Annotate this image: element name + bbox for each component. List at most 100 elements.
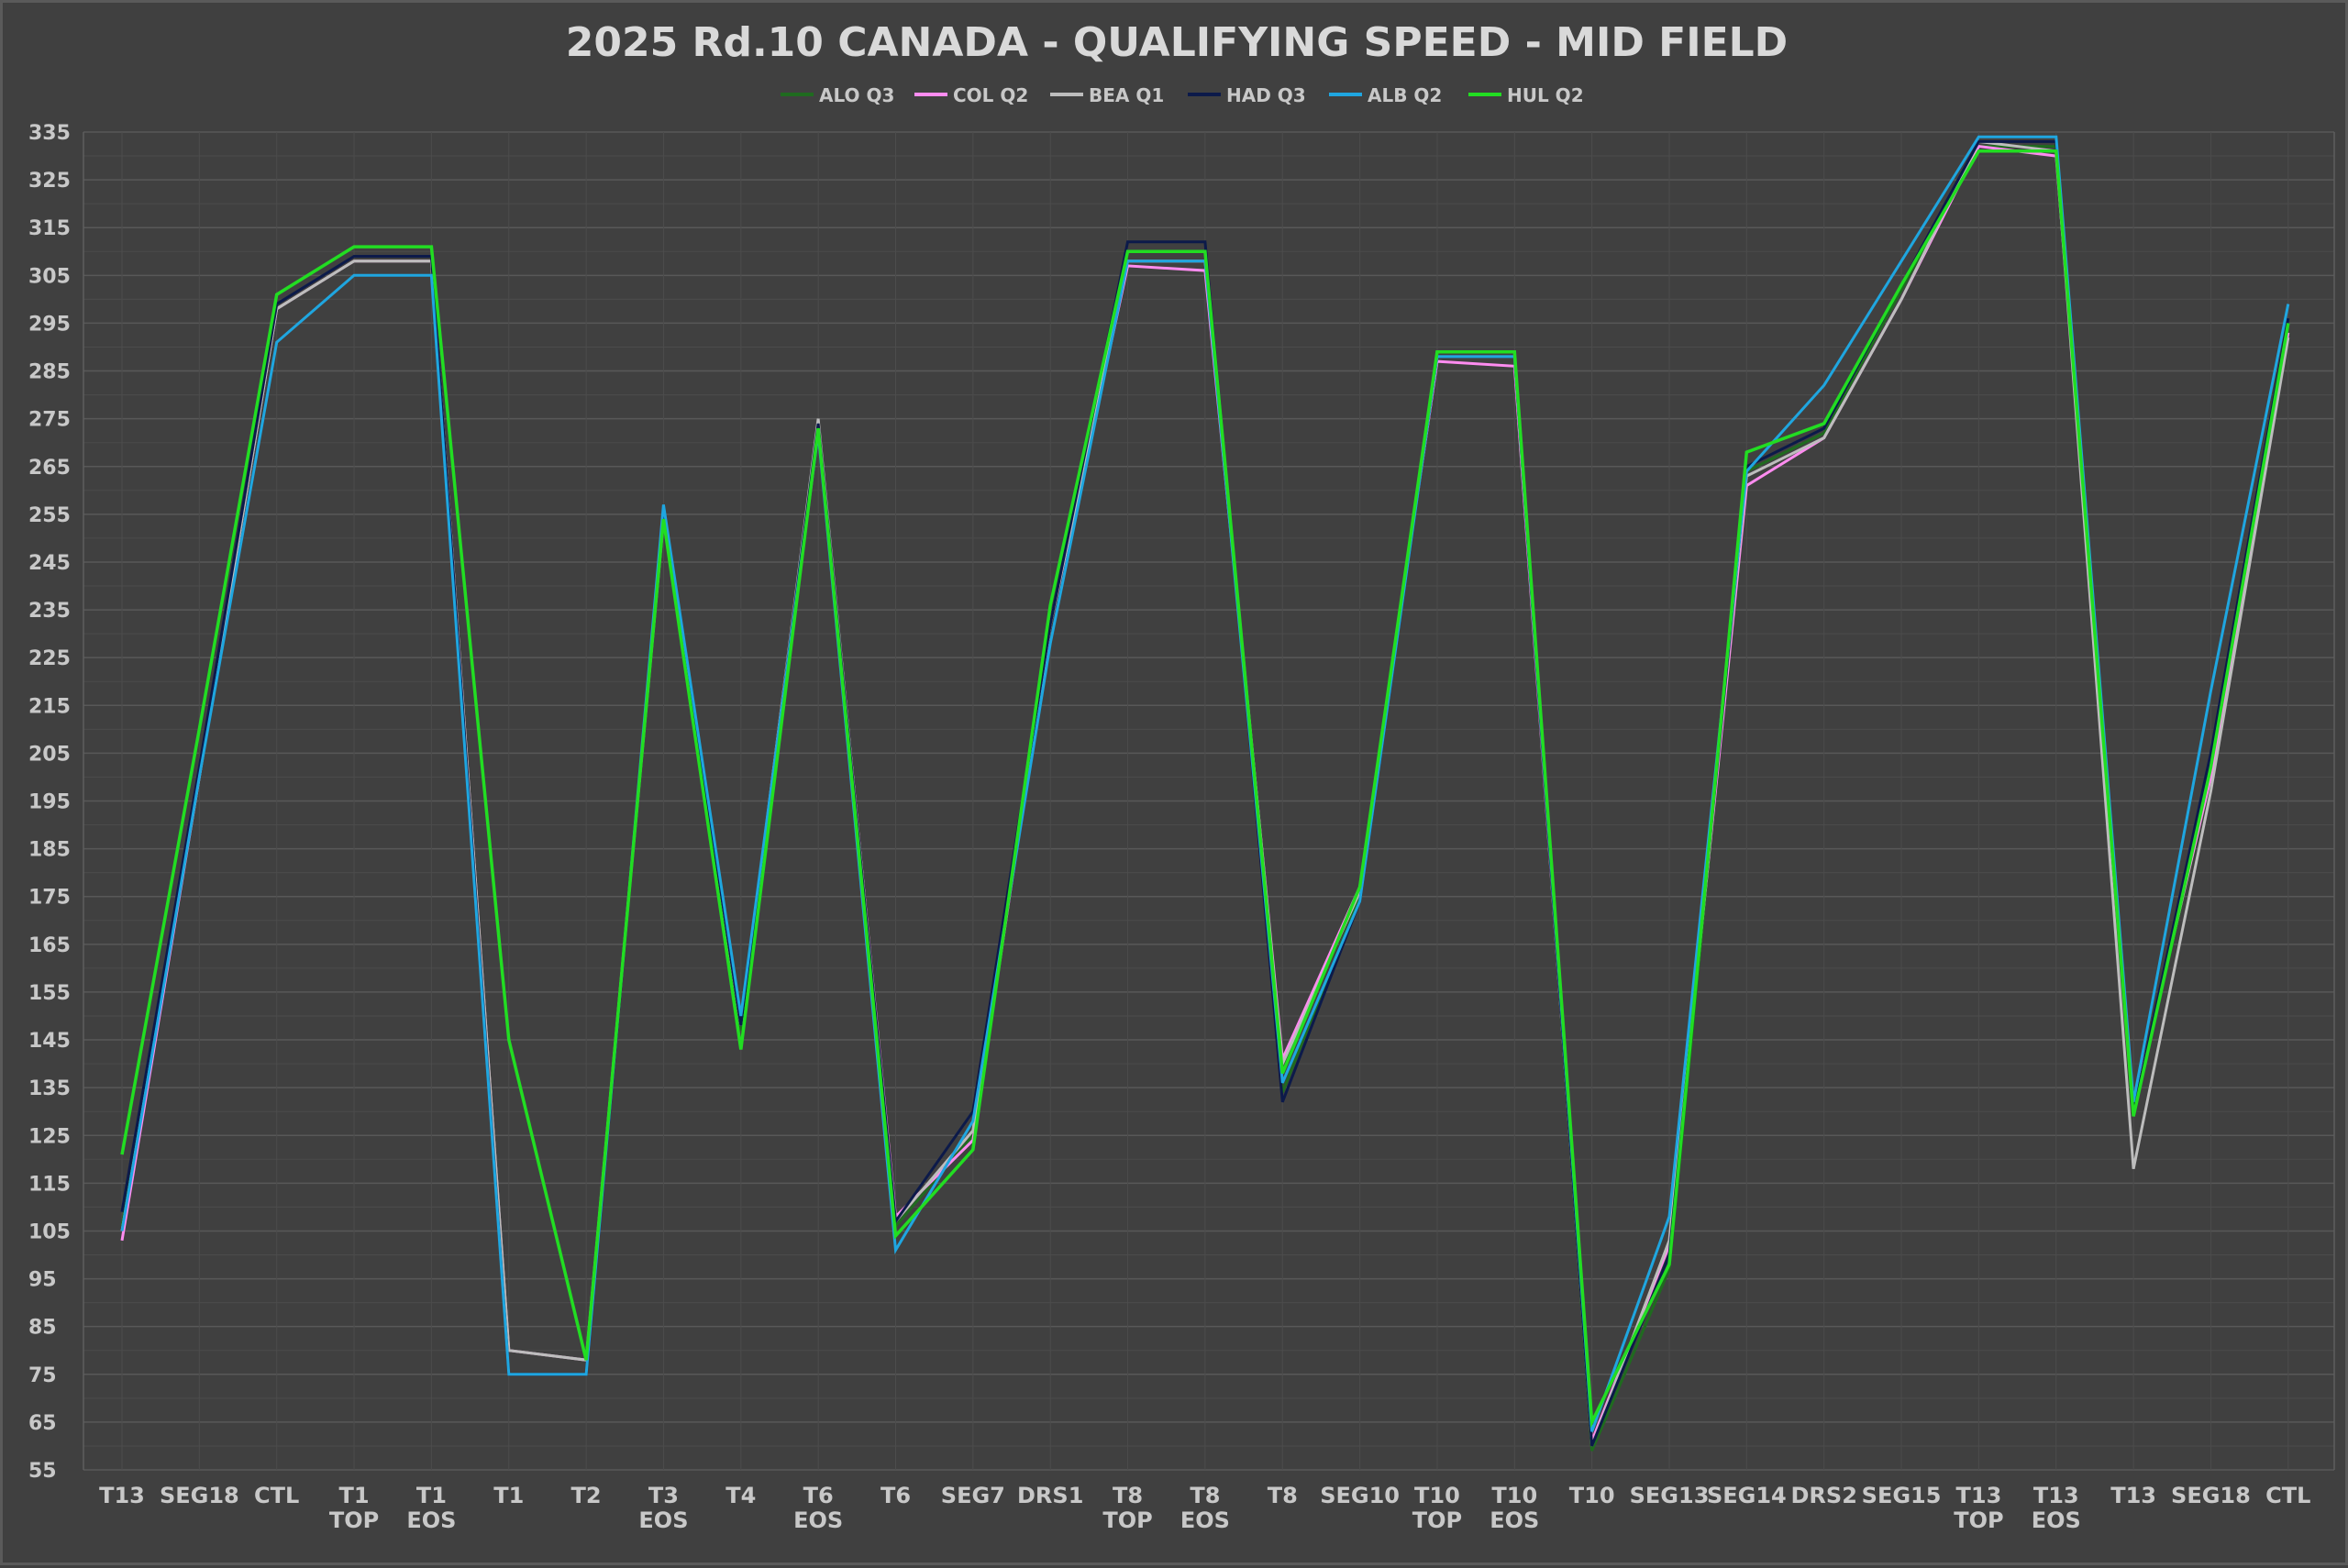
x-tick-label-line: T1 xyxy=(339,1483,370,1508)
x-tick-label: T13 xyxy=(99,1483,145,1508)
x-tick-label-line: TOP xyxy=(1102,1507,1152,1533)
x-tick-label: T3 EOS xyxy=(638,1483,688,1533)
x-tick-label: SEG13 xyxy=(1630,1483,1710,1508)
y-tick-label: 215 xyxy=(28,695,71,718)
x-tick-label-line: T3 xyxy=(648,1483,679,1508)
x-tick-label-line: CTL xyxy=(254,1483,299,1508)
x-tick-label-line: TOP xyxy=(1412,1507,1462,1533)
chart-title: 2025 Rd.10 CANADA - QUALIFYING SPEED - M… xyxy=(566,19,1788,66)
x-tick-label-line: T1 xyxy=(493,1483,524,1508)
x-tick-label-line: T2 xyxy=(571,1483,602,1508)
x-tick-label: DRS2 xyxy=(1791,1483,1857,1508)
y-tick-label: 325 xyxy=(28,170,71,193)
y-axis-ticks: 55 65 75 85 95 105 115 125 135 145 155 165 175 185 195… xyxy=(28,122,71,1483)
x-tick-label-line: SEG15 xyxy=(1862,1483,1942,1508)
x-tick-label: T8 EOS xyxy=(1180,1483,1230,1533)
x-tick-label: T6 EOS xyxy=(793,1483,843,1533)
y-tick-label: 295 xyxy=(28,313,71,336)
x-tick-label-line: SEG7 xyxy=(941,1483,1005,1508)
x-tick-label-line: CTL xyxy=(2265,1483,2310,1508)
legend-entry: HAD Q3 xyxy=(1226,84,1306,106)
y-tick-label: 135 xyxy=(28,1077,71,1100)
x-tick-label: T13 EOS xyxy=(2032,1483,2081,1533)
x-tick-label-line: TOP xyxy=(1954,1507,2003,1533)
x-tick-label-line: T8 xyxy=(1268,1483,1298,1508)
x-tick-label-line: SEG10 xyxy=(1320,1483,1400,1508)
y-tick-label: 335 xyxy=(28,122,71,145)
y-tick-label: 195 xyxy=(28,791,71,814)
line-chart: 2025 Rd.10 CANADA - QUALIFYING SPEED - M… xyxy=(28,19,2335,1533)
x-tick-label: SEG10 xyxy=(1320,1483,1400,1508)
x-tick-label: T10 TOP xyxy=(1412,1483,1462,1533)
y-tick-label: 85 xyxy=(28,1317,57,1340)
x-tick-label-line: EOS xyxy=(2032,1507,2081,1533)
y-tick-label: 205 xyxy=(28,743,71,766)
y-tick-label: 165 xyxy=(28,934,71,957)
y-tick-label: 315 xyxy=(28,217,71,240)
x-tick-label: SEG18 xyxy=(160,1483,239,1508)
y-tick-label: 245 xyxy=(28,552,71,575)
x-tick-label-line: SEG13 xyxy=(1630,1483,1710,1508)
y-tick-label: 305 xyxy=(28,265,71,288)
x-tick-label: T1 xyxy=(493,1483,524,1508)
y-tick-label: 255 xyxy=(28,504,71,527)
y-tick-label: 145 xyxy=(28,1030,71,1053)
x-tick-label-line: T4 xyxy=(725,1483,756,1508)
x-tick-label-line: SEG18 xyxy=(160,1483,239,1508)
legend-entry: BEA Q1 xyxy=(1089,84,1164,106)
x-tick-label-line: T13 xyxy=(1956,1483,2002,1508)
x-tick-label: SEG14 xyxy=(1707,1483,1787,1508)
legend-entry: HUL Q2 xyxy=(1507,84,1584,106)
y-tick-label: 285 xyxy=(28,361,71,384)
legend-entry: ALO Q3 xyxy=(819,84,894,106)
x-tick-label-line: T13 xyxy=(99,1483,145,1508)
legend: ALO Q3 COL Q2 BEA Q1 HAD Q3 ALB Q2 HUL Q2 xyxy=(781,84,1584,106)
x-tick-label-line: T13 xyxy=(2110,1483,2156,1508)
legend-entry: ALB Q2 xyxy=(1368,84,1442,106)
x-tick-label-line: DRS1 xyxy=(1017,1483,1083,1508)
x-tick-label: T6 xyxy=(880,1483,911,1508)
x-tick-label-line: EOS xyxy=(1490,1507,1539,1533)
x-tick-label: T8 xyxy=(1268,1483,1298,1508)
y-tick-label: 95 xyxy=(28,1269,57,1292)
x-tick-label: T4 xyxy=(725,1483,756,1508)
x-tick-label-line: EOS xyxy=(638,1507,688,1533)
x-tick-label-line: T10 xyxy=(1491,1483,1537,1508)
x-tick-label-line: SEG14 xyxy=(1707,1483,1787,1508)
x-tick-label: CTL xyxy=(254,1483,299,1508)
y-tick-label: 265 xyxy=(28,457,71,480)
x-tick-label: T13 xyxy=(2110,1483,2156,1508)
x-tick-label-line: T1 xyxy=(416,1483,447,1508)
y-tick-label: 125 xyxy=(28,1125,71,1148)
x-tick-label: SEG7 xyxy=(941,1483,1005,1508)
x-tick-label: DRS1 xyxy=(1017,1483,1083,1508)
x-tick-label-line: T6 xyxy=(803,1483,834,1508)
y-tick-label: 225 xyxy=(28,647,71,670)
x-tick-label: T1 EOS xyxy=(406,1483,456,1533)
x-tick-label-line: T6 xyxy=(880,1483,911,1508)
legend-entry: COL Q2 xyxy=(953,84,1028,106)
x-tick-label: SEG15 xyxy=(1862,1483,1942,1508)
x-tick-label: SEG18 xyxy=(2171,1483,2251,1508)
x-tick-label: T13 TOP xyxy=(1954,1483,2003,1533)
x-tick-label-line: SEG18 xyxy=(2171,1483,2251,1508)
series-line-hul-q2 xyxy=(120,149,2290,1429)
x-tick-label-line: EOS xyxy=(1180,1507,1230,1533)
x-tick-label: T2 xyxy=(571,1483,602,1508)
x-tick-label-line: EOS xyxy=(793,1507,843,1533)
x-tick-label-line: DRS2 xyxy=(1791,1483,1857,1508)
y-tick-label: 105 xyxy=(28,1220,71,1243)
x-tick-label-line: T8 xyxy=(1113,1483,1143,1508)
x-tick-label: T10 xyxy=(1569,1483,1615,1508)
x-tick-label-line: T10 xyxy=(1569,1483,1615,1508)
y-tick-label: 155 xyxy=(28,982,71,1005)
x-tick-label: CTL xyxy=(2265,1483,2310,1508)
x-tick-label-line: T8 xyxy=(1190,1483,1220,1508)
y-tick-label: 75 xyxy=(28,1364,57,1387)
y-tick-label: 235 xyxy=(28,600,71,623)
x-tick-label-line: EOS xyxy=(406,1507,456,1533)
x-tick-label-line: T13 xyxy=(2033,1483,2079,1508)
y-tick-label: 185 xyxy=(28,839,71,862)
